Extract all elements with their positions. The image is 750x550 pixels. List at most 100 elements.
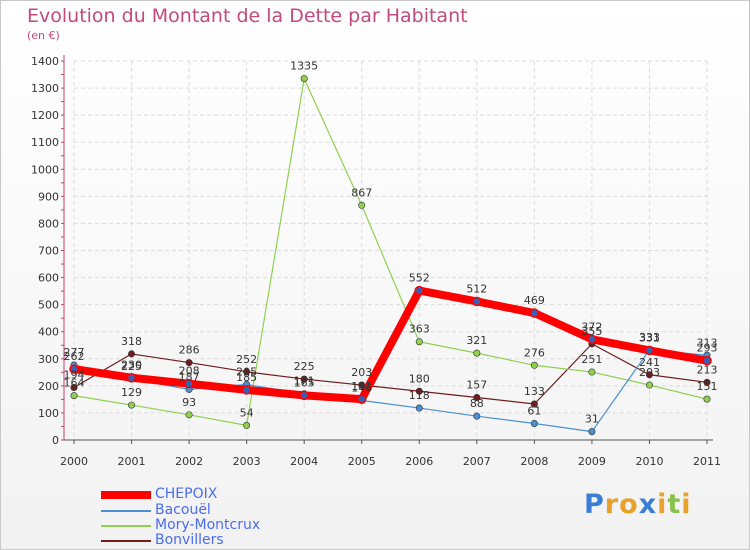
data-label: 318 — [121, 335, 142, 348]
data-label: 372 — [581, 320, 602, 333]
data-point — [300, 75, 308, 83]
data-label: 118 — [409, 389, 430, 402]
data-point — [473, 349, 481, 357]
data-point — [703, 378, 711, 386]
y-tick-label: 500 — [38, 299, 59, 312]
legend-item-chepoix: CHEPOIX — [101, 486, 401, 503]
legend-label-bacouel: Bacouël — [155, 502, 211, 518]
data-point — [645, 381, 653, 389]
series-line-bonvillers — [73, 343, 708, 405]
data-point — [415, 387, 423, 395]
y-tick-label: 1300 — [31, 82, 59, 95]
data-label: 213 — [697, 363, 718, 376]
data-point — [587, 334, 597, 345]
data-label: 313 — [697, 336, 718, 349]
data-point — [70, 392, 78, 400]
legend-item-bonvillers: Bonvillers — [101, 532, 401, 549]
x-tick-label: 2000 — [60, 455, 88, 468]
data-label: 171 — [294, 375, 315, 388]
data-label: 277 — [64, 346, 85, 359]
legend-swatch-bacouel — [101, 510, 151, 512]
x-tick-label: 2003 — [233, 455, 261, 468]
y-tick-label: 0 — [52, 434, 59, 447]
y-tick-label: 300 — [38, 353, 59, 366]
data-label: 31 — [585, 413, 599, 426]
data-label: 469 — [524, 294, 545, 307]
data-point — [356, 394, 367, 404]
y-tick-label: 100 — [38, 407, 59, 420]
data-label: 180 — [409, 372, 430, 385]
data-label: 512 — [466, 282, 487, 295]
x-tick-label: 2007 — [463, 455, 491, 468]
data-label: 333 — [639, 331, 660, 344]
data-point — [243, 368, 251, 376]
data-point — [588, 368, 596, 376]
data-point — [185, 411, 193, 419]
data-label: 164 — [64, 377, 85, 390]
data-point — [530, 361, 538, 369]
data-label: 93 — [182, 396, 196, 409]
data-label: 252 — [236, 353, 257, 366]
x-tick-label: 2006 — [405, 455, 433, 468]
data-label: 251 — [581, 353, 602, 366]
x-tick-label: 2002 — [175, 455, 203, 468]
data-point — [415, 404, 423, 412]
y-tick-label: 900 — [38, 190, 59, 203]
data-point — [126, 372, 137, 383]
proxiti-logo: Proxiti — [584, 489, 692, 520]
y-tick-label: 1200 — [31, 109, 59, 122]
series-line-bacouël — [73, 349, 708, 433]
x-tick-label: 2004 — [290, 455, 318, 468]
x-tick-label: 2010 — [635, 455, 663, 468]
data-point — [702, 355, 712, 366]
x-tick-label: 2008 — [520, 455, 548, 468]
y-tick-label: 400 — [38, 326, 59, 339]
x-tick-label: 2011 — [693, 455, 721, 468]
data-point — [644, 345, 655, 356]
data-label: 331 — [639, 331, 660, 344]
data-label: 187 — [179, 370, 200, 383]
data-label: 205 — [236, 366, 257, 379]
data-label: 157 — [466, 378, 487, 391]
legend-label-chepoix: CHEPOIX — [155, 486, 218, 502]
logo-letter: i — [681, 489, 692, 520]
logo-letter: x — [638, 489, 658, 520]
data-point — [300, 375, 308, 383]
legend-label-mory-montcrux: Mory-Montcrux — [155, 517, 261, 533]
data-point — [472, 296, 482, 307]
data-label: 293 — [697, 342, 718, 355]
data-point — [588, 428, 596, 436]
x-tick-label: 2009 — [578, 455, 606, 468]
data-label: 203 — [351, 366, 372, 379]
data-point — [645, 371, 653, 379]
data-label: 133 — [524, 385, 545, 398]
x-tick-label: 2005 — [348, 455, 376, 468]
data-label: 165 — [294, 376, 315, 389]
chart-subtitle: (en €) — [27, 29, 60, 42]
logo-letter: i — [657, 489, 668, 520]
data-point — [703, 395, 711, 403]
data-label: 286 — [179, 344, 200, 357]
data-label: 151 — [351, 380, 372, 393]
data-point — [358, 381, 366, 389]
data-point — [414, 285, 425, 296]
data-label: 241 — [639, 356, 660, 369]
data-label: 146 — [351, 381, 372, 394]
data-point — [241, 385, 252, 395]
data-point — [358, 201, 366, 209]
data-label: 363 — [409, 323, 430, 336]
data-label: 61 — [527, 404, 541, 417]
data-point — [530, 419, 538, 427]
legend-item-mory-montcrux: Mory-Montcrux — [101, 517, 401, 534]
data-point — [473, 412, 481, 420]
data-label: 355 — [581, 325, 602, 338]
data-label: 185 — [236, 371, 257, 384]
y-tick-label: 1100 — [31, 136, 59, 149]
data-point — [415, 338, 423, 346]
data-label: 262 — [64, 350, 85, 363]
data-label: 225 — [121, 360, 142, 373]
data-point — [530, 400, 538, 408]
logo-letter: P — [584, 489, 605, 520]
